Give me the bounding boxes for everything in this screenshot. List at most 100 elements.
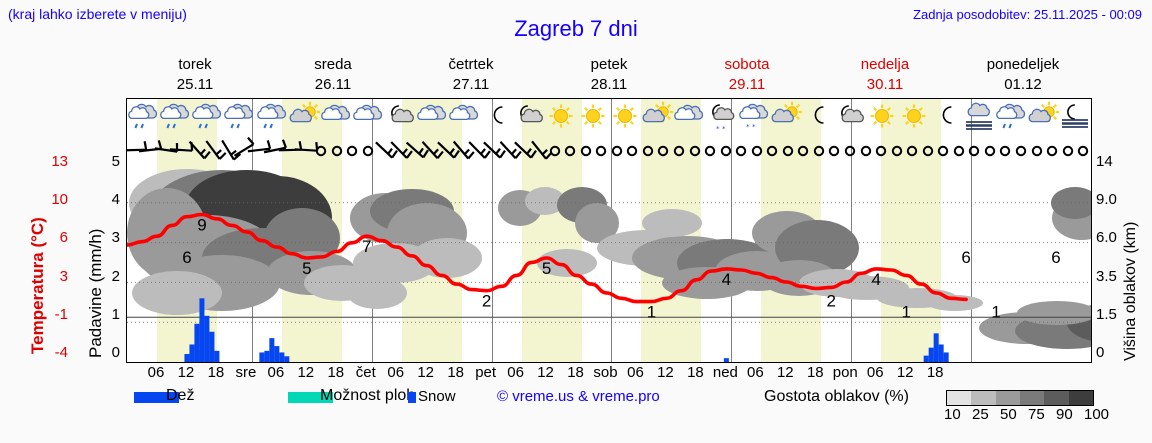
wind-calm-icon: [1035, 137, 1069, 163]
precipitation-tick-2: 3: [111, 229, 120, 247]
sun-cloud-icon: [640, 100, 674, 138]
time-label-1: 12: [177, 364, 195, 381]
rain-bar: [194, 323, 200, 362]
svg-text:4: 4: [722, 270, 731, 289]
rain-bar: [938, 344, 944, 362]
time-label-15: sob: [593, 364, 618, 381]
density-step-5: [1068, 391, 1093, 405]
svg-text:7: 7: [362, 237, 371, 256]
day-name: nedelja: [860, 56, 910, 73]
moon-cloud-icon: [383, 100, 417, 138]
wind-barb-icon: [367, 137, 401, 163]
day-separator-6: [851, 99, 853, 362]
moon-icon: [480, 100, 514, 138]
time-label-23: pon: [832, 364, 858, 381]
temperature-tick-5: -4: [54, 344, 68, 361]
rain-bar: [189, 344, 195, 362]
svg-text:6: 6: [182, 248, 191, 267]
svg-text:2: 2: [827, 292, 836, 311]
day-header-6: ponedeljek 01.12: [954, 55, 1092, 98]
rain-bar: [264, 350, 270, 362]
time-label-11: pet: [475, 364, 497, 381]
time-label-2: 18: [207, 364, 225, 381]
cloud-density-gradient: [946, 390, 1094, 406]
day-header-1: sreda 26.11: [264, 55, 402, 98]
wind-calm-icon: [880, 137, 914, 163]
temperature-axis-title: Temperatura (°C): [4, 168, 47, 358]
wind-barb-icon: [429, 137, 463, 163]
wind-calm-icon: [849, 137, 883, 163]
temperature-tick-1: 10: [51, 191, 68, 209]
time-label-20: 06: [747, 364, 764, 381]
cloud-rain-icon: [255, 100, 289, 138]
wind-calm-icon: [942, 137, 976, 163]
time-label-5: 12: [297, 364, 315, 381]
svg-text:*: *: [722, 125, 726, 133]
cloud-icon: [319, 100, 353, 138]
day-date: 25.11: [176, 76, 214, 93]
wind-barb-icon: [491, 137, 525, 163]
day-header-5: nedelja 30.11: [816, 55, 954, 98]
cloud-height-tick-3: 3.5: [1096, 267, 1117, 285]
time-label-19: ned: [712, 364, 738, 381]
sun-icon: [897, 100, 931, 138]
time-label-0: 06: [147, 364, 165, 381]
precipitation-axis-label: Padavine (mm/h): [86, 228, 105, 358]
wind-barb-icon: [242, 137, 276, 163]
day-header-3: petek 28.11: [540, 55, 678, 98]
chart-plot-area: 9 5 7 2 5 1 4 2 4 1 6 1 6 6: [127, 163, 1091, 362]
rain-bar: [214, 350, 220, 362]
sun-cloud-icon: [1026, 100, 1060, 138]
time-label-14: 18: [567, 364, 584, 381]
rain-bar: [284, 356, 290, 362]
time-label-21: 12: [776, 364, 794, 381]
cloud-rain-icon: [190, 100, 224, 138]
time-label-17: 12: [657, 364, 674, 381]
day-date: 28.11: [590, 76, 628, 93]
time-label-3: sre: [235, 364, 257, 381]
cloud-icon: [351, 100, 385, 138]
wind-calm-icon: [1051, 137, 1085, 163]
wind-calm-icon: [553, 137, 587, 163]
wind-calm-icon: [926, 137, 960, 163]
wind-calm-icon: [957, 137, 991, 163]
fog-icon: [962, 100, 996, 138]
day-separator-7: [971, 99, 973, 362]
density-step-4: [1044, 391, 1069, 405]
wind-barb-icon: [506, 137, 540, 163]
density-step-1: [971, 391, 996, 405]
day-header-0: torek 25.11: [126, 55, 264, 98]
svg-text:*: *: [746, 123, 750, 131]
wind-barb-icon: [227, 137, 261, 163]
wind-calm-icon: [988, 137, 1022, 163]
day-date: 27.11: [452, 76, 490, 93]
wind-barb-icon: [475, 137, 509, 163]
svg-text:5: 5: [542, 259, 551, 278]
wind-calm-icon: [569, 137, 603, 163]
legend-credit[interactable]: © vreme.us & vreme.pro: [497, 388, 660, 405]
moon-snow-icon: * *: [704, 100, 738, 138]
time-label-24: 06: [866, 364, 884, 381]
page-title: Zagreb 7 dni: [514, 16, 638, 41]
cloud-height-tick-2: 6.0: [1096, 229, 1117, 247]
time-axis-labels: 06 12 18 sre 06 12 18 čet 06 12 18 pet 06 12 18 sob 06 12…: [126, 364, 1092, 384]
wind-calm-icon: [1004, 137, 1038, 163]
gridlines: [127, 202, 1091, 323]
wind-calm-icon: [335, 137, 369, 163]
wind-barb-icon: [258, 137, 292, 163]
density-tick-5: 100: [1084, 406, 1110, 423]
legend-snow-label: Snow: [418, 388, 456, 405]
svg-text:5: 5: [302, 259, 311, 278]
wind-barb-icon: [127, 137, 152, 163]
wind-calm-icon: [662, 137, 696, 163]
wind-calm-icon: [584, 137, 618, 163]
svg-text:9: 9: [197, 215, 206, 234]
wind-barb-icon: [211, 137, 245, 163]
wind-calm-icon: [631, 137, 665, 163]
cloud-density-legend-title: Gostota oblakov (%): [764, 388, 909, 405]
time-label-10: 18: [447, 364, 464, 381]
temperature-tick-3: 3: [59, 267, 68, 285]
time-label-8: 06: [387, 364, 405, 381]
moon-icon: [929, 100, 963, 138]
day-header-strip: torek 25.11 sreda 26.11 četrtek 27.11 petek 28.…: [126, 55, 1092, 98]
